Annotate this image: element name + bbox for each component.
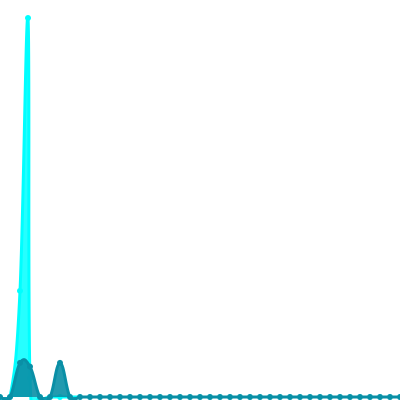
- series-2-point: [307, 394, 313, 400]
- series-2-point: [207, 394, 213, 400]
- series-2-point: [97, 394, 103, 400]
- series-2-point: [347, 394, 353, 400]
- series-2-point: [77, 394, 83, 400]
- series-1-peak-point: [25, 15, 31, 21]
- series-2-point: [217, 394, 223, 400]
- series-2-point: [87, 394, 93, 400]
- series-2-point: [317, 394, 323, 400]
- series-2-point: [267, 394, 273, 400]
- series-2-point: [107, 394, 113, 400]
- series-2-point: [177, 394, 183, 400]
- series-2-point: [7, 394, 13, 400]
- series-2-point: [0, 394, 3, 400]
- series-2-point: [237, 394, 243, 400]
- series-2-point: [257, 394, 263, 400]
- series-2-point: [167, 394, 173, 400]
- series-2-point: [247, 394, 253, 400]
- series-2-point: [337, 394, 343, 400]
- series-2-point: [377, 394, 383, 400]
- series-2-point: [197, 394, 203, 400]
- series-2-point: [187, 394, 193, 400]
- series-2-point: [227, 394, 233, 400]
- series-2-point: [367, 394, 373, 400]
- series-1-line: [0, 15, 400, 400]
- series-2-point: [17, 359, 23, 366]
- series-2-point: [67, 394, 73, 400]
- series-2-point: [327, 394, 333, 400]
- series-2-point: [57, 359, 63, 366]
- series-2-point: [47, 394, 53, 400]
- series-1-area: [0, 17, 400, 400]
- series-2-point: [297, 394, 303, 400]
- series-2-point: [387, 394, 393, 400]
- series-2-point: [287, 394, 293, 400]
- series-1-point: [17, 287, 23, 294]
- series-2-point: [27, 363, 33, 370]
- series-2-point: [37, 394, 43, 400]
- series-2-point: [117, 394, 123, 400]
- series-2-point: [127, 394, 133, 400]
- series-2-point: [157, 394, 163, 400]
- series-2-point: [147, 394, 153, 400]
- series-2-point: [397, 394, 400, 400]
- series-2-point: [277, 394, 283, 400]
- series-2-point: [137, 394, 143, 400]
- series-2-point: [357, 394, 363, 400]
